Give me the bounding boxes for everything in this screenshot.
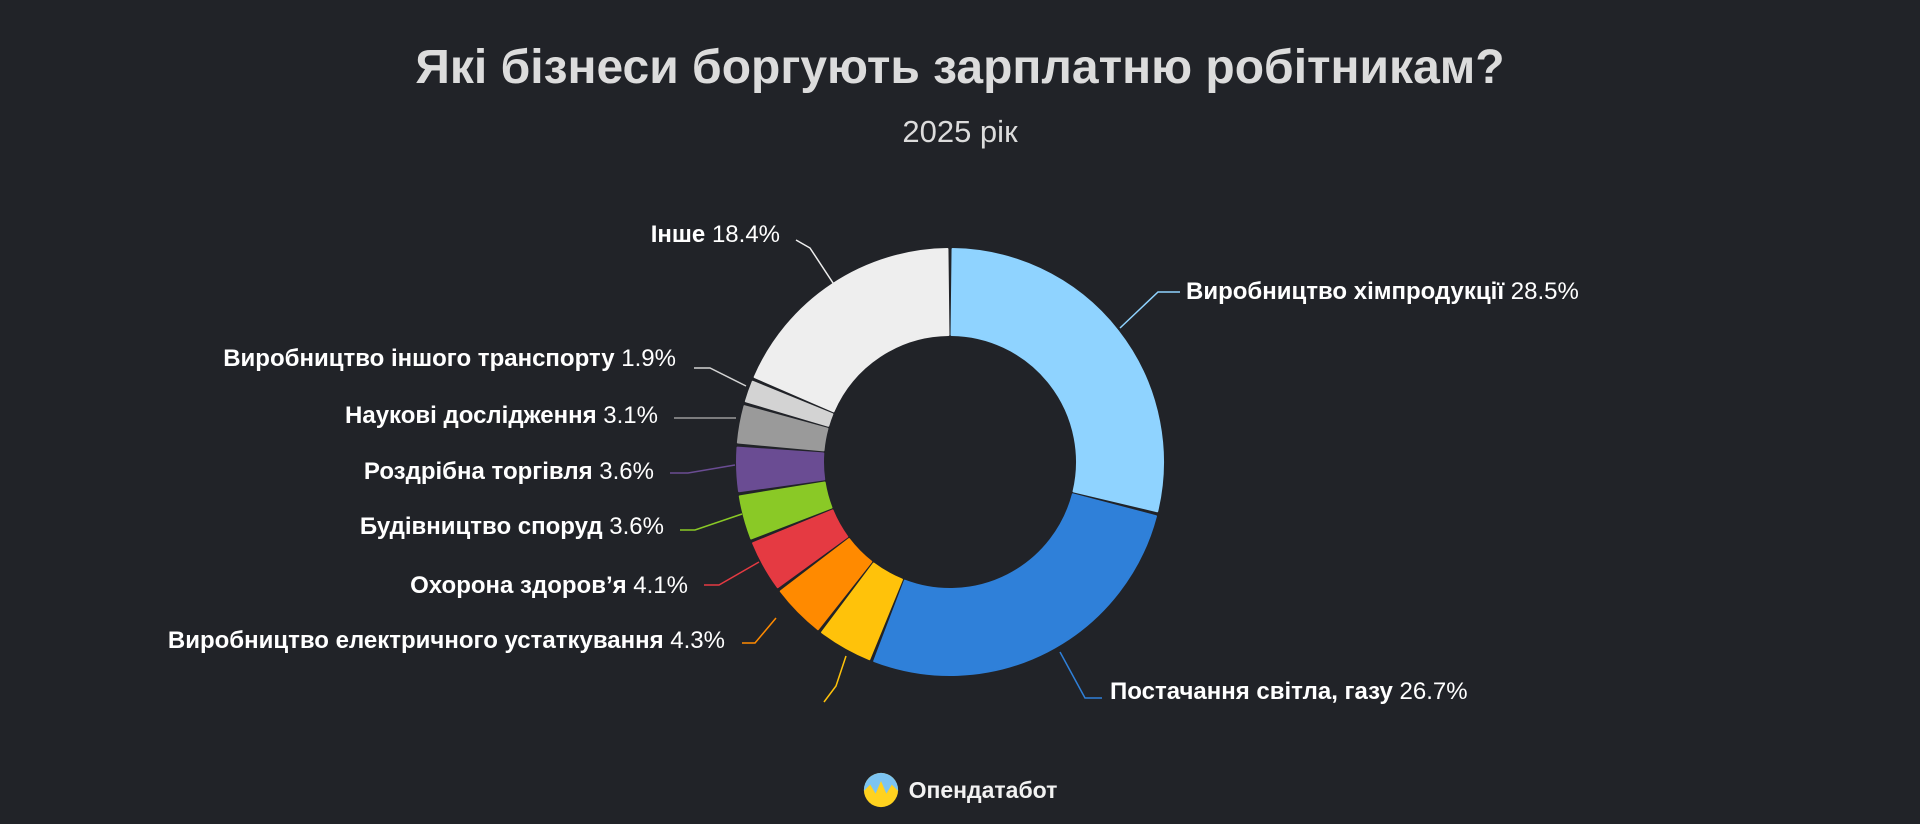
slice-label-value: 3.6% <box>593 458 654 485</box>
slice-label-name: Виробництво іншого транспорту <box>223 345 615 372</box>
leader-line-6 <box>680 513 743 531</box>
slice-6-будівництво-споруд <box>738 481 833 540</box>
slice-label-name: Роздрібна торгівля <box>364 458 593 485</box>
slice-label-1: Виробництво хімпродукції 28.5% <box>1186 278 1579 305</box>
slice-label-name: Будівництво споруд <box>360 513 603 540</box>
slices-group <box>736 248 1164 676</box>
slice-8-наукові-дослідження <box>736 405 829 452</box>
slice-9-виробництво-іншого-транспорту <box>744 380 834 427</box>
slice-label-name: Інше <box>651 221 706 248</box>
slice-2-постачання-світла-газу <box>873 493 1157 676</box>
leader-line-3 <box>823 655 847 703</box>
slice-label-name: Наукові дослідження <box>345 402 597 429</box>
labels-group: Виробництво хімпродукції 28.5% Постачання… <box>168 221 1579 705</box>
slice-label-5: Охорона здоров’я 4.1% <box>410 572 688 599</box>
slice-4-виробництво-електричного-устаткування <box>779 538 873 631</box>
leader-line-7 <box>670 464 736 474</box>
slice-label-7: Роздрібна торгівля 3.6% <box>364 458 654 485</box>
chart-title: Які бізнеси боргують зарплатню робітника… <box>415 41 1505 94</box>
leader-line-4 <box>742 617 777 644</box>
slice-label-value: 28.5% <box>1504 278 1579 305</box>
slice-label-value: 3.6% <box>603 513 664 540</box>
slice-label-10: Інше 18.4% <box>651 221 780 248</box>
slice-5-охорона-здоров-я <box>752 509 849 589</box>
slice-label-value: 4.1% <box>627 572 688 599</box>
brand: Опендатабот <box>0 772 1920 808</box>
opendatabot-logo-icon <box>863 772 898 808</box>
slice-label-6: Будівництво споруд 3.6% <box>360 513 664 540</box>
slice-label-value: 18.4% <box>705 221 780 248</box>
slice-label-value: 4.3% <box>664 627 725 654</box>
slice-label-name: Виробництво електричного устаткування <box>168 627 664 654</box>
leader-line-9 <box>694 367 747 387</box>
leader-line-2 <box>1059 651 1102 699</box>
slice-label-name: Постачання світла, газу <box>1110 678 1393 705</box>
slice-label-value: 26.7% <box>1393 678 1468 705</box>
slice-label-8: Наукові дослідження 3.1% <box>345 402 658 429</box>
leader-line-10 <box>795 239 836 287</box>
leader-line-5 <box>704 561 760 586</box>
brand-name: Опендатабот <box>908 776 1058 803</box>
slice-label-9: Виробництво іншого транспорту 1.9% <box>223 345 676 372</box>
slice-1-виробництво-хімпродукції <box>950 248 1164 513</box>
chart-subtitle: 2025 рік <box>902 114 1018 149</box>
slice-10-інше <box>753 248 950 413</box>
leader-lines-group <box>670 239 1180 703</box>
slice-label-value: 1.9% <box>615 345 676 372</box>
slice-label-2: Постачання світла, газу 26.7% <box>1110 678 1468 705</box>
slice-label-4: Виробництво електричного устаткування 4.… <box>168 627 725 654</box>
slice-3-unlabeled <box>821 562 903 661</box>
slice-label-name: Виробництво хімпродукції <box>1186 278 1505 305</box>
leader-line-1 <box>1119 291 1180 329</box>
slice-label-name: Охорона здоров’я <box>410 572 626 599</box>
slice-label-value: 3.1% <box>597 402 658 429</box>
slice-7-роздрібна-торгівля <box>736 446 826 493</box>
